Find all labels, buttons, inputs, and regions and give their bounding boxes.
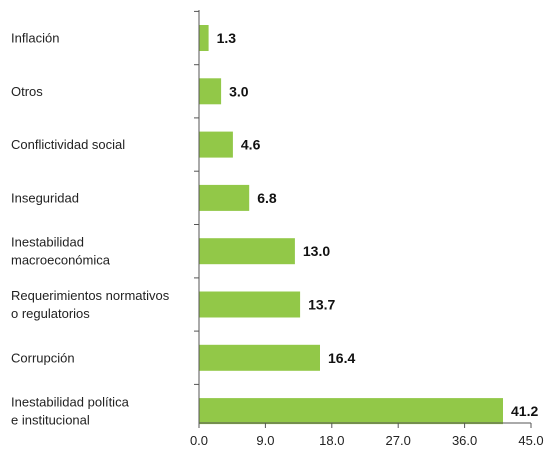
x-tick-label: 45.0 <box>518 433 543 448</box>
bar <box>199 238 295 265</box>
category-label: Inseguridad <box>11 190 79 205</box>
bar-value-label: 41.2 <box>511 403 538 419</box>
bar <box>199 398 503 425</box>
x-tick-label: 27.0 <box>386 433 411 448</box>
category-label: Conflictividad social <box>11 137 125 152</box>
bar-value-label: 1.3 <box>217 30 237 46</box>
bar <box>199 131 233 158</box>
bar-value-label: 13.0 <box>303 243 330 259</box>
x-tick-label: 0.0 <box>190 433 208 448</box>
bar-value-label: 4.6 <box>241 137 261 153</box>
x-tick-label: 18.0 <box>319 433 344 448</box>
category-label: Corrupción <box>11 350 75 365</box>
bar <box>199 78 222 105</box>
category-label: e institucional <box>11 413 90 428</box>
bar-value-label: 3.0 <box>229 83 249 99</box>
category-label: o regulatorios <box>11 306 90 321</box>
bar <box>199 291 301 318</box>
bar-value-label: 6.8 <box>257 190 277 206</box>
x-axis-ticks-layer: 0.0 9.0 18.0 27.0 36.0 45.0 <box>190 10 544 448</box>
category-label: Inestabilidad <box>11 235 84 250</box>
value-labels-layer: 1.3 3.0 4.6 6.8 13.0 13.7 16.4 41.2 <box>217 30 539 419</box>
bars-layer <box>199 25 503 425</box>
category-label: Otros <box>11 84 43 99</box>
bar-value-label: 13.7 <box>308 297 335 313</box>
category-label: macroeconómica <box>11 253 111 268</box>
category-label: Inestabilidad política <box>11 395 130 410</box>
category-labels-layer: Inflación Otros Conflictividad social Inseg… <box>11 31 170 428</box>
x-tick-label: 36.0 <box>452 433 477 448</box>
bar <box>199 184 250 211</box>
x-tick-label: 9.0 <box>256 433 274 448</box>
bar <box>199 344 320 371</box>
bar-value-label: 16.4 <box>328 350 355 366</box>
bar <box>199 25 209 51</box>
category-label: Requerimientos normativos <box>11 288 170 303</box>
category-label: Inflación <box>11 31 59 46</box>
